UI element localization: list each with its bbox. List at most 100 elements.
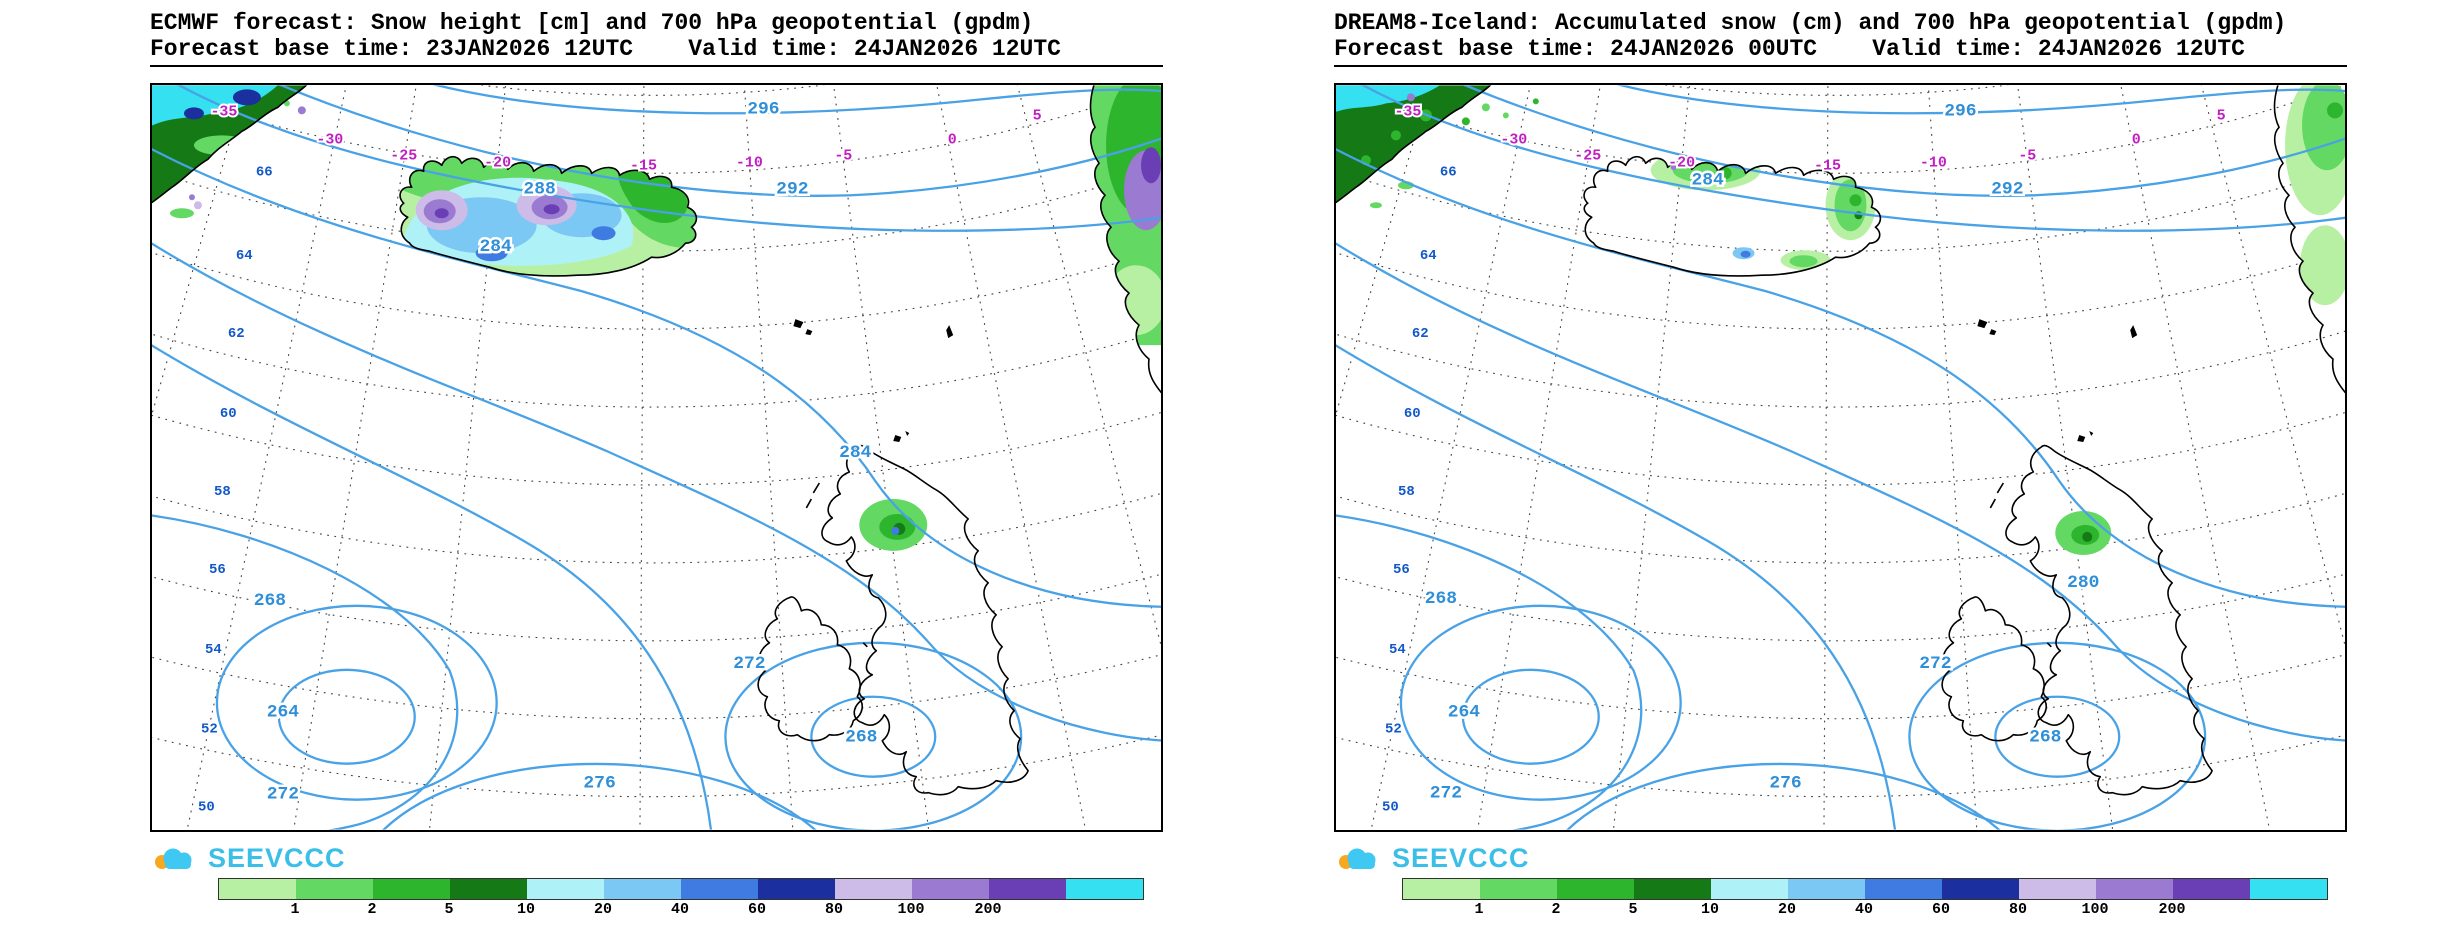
legend-segment bbox=[1557, 879, 1634, 899]
seevccc-logo-text: SEEVCCC bbox=[1392, 842, 1530, 873]
panel-subtitle: Forecast base time: 23JAN2026 12UTC Vali… bbox=[150, 36, 1061, 62]
panel-dream8: DREAM8-Iceland: Accumulated snow (cm) an… bbox=[1334, 10, 2347, 918]
lon-label: -5 bbox=[834, 148, 852, 164]
legend-label: 60 bbox=[1931, 901, 1950, 918]
legend-segment bbox=[373, 879, 450, 899]
lat-label: 64 bbox=[236, 248, 253, 264]
lat-label: 62 bbox=[228, 326, 245, 342]
lat-label: 50 bbox=[198, 800, 215, 816]
contour-label: 272 bbox=[267, 785, 299, 805]
panel-ecmwf: ECMWF forecast: Snow height [cm] and 700… bbox=[150, 10, 1163, 918]
lon-label: 0 bbox=[948, 132, 957, 148]
legend-label: 1 bbox=[1474, 901, 1484, 918]
lat-label: 50 bbox=[1382, 800, 1399, 816]
legend-label: 2 bbox=[1551, 901, 1561, 918]
snow-specks bbox=[169, 100, 306, 219]
seevccc-logo-text: SEEVCCC bbox=[208, 842, 346, 873]
legend-segment bbox=[1865, 879, 1942, 899]
legend-segment bbox=[1066, 879, 1143, 899]
contour-label: 272 bbox=[1919, 654, 1951, 674]
contour-label: 268 bbox=[1425, 589, 1457, 609]
lon-label: -30 bbox=[1500, 132, 1527, 148]
map-svg: 296 292 288 284 284 268 264 272 276 268 … bbox=[152, 85, 1161, 830]
legend-label: 100 bbox=[897, 901, 925, 918]
lon-label: -10 bbox=[736, 155, 763, 171]
lat-label: 66 bbox=[1440, 164, 1457, 180]
contour-label: 292 bbox=[776, 179, 808, 199]
snow-norway bbox=[2285, 85, 2345, 306]
panel-title: DREAM8-Iceland: Accumulated snow (cm) an… bbox=[1334, 10, 2287, 36]
legend-label: 40 bbox=[670, 901, 689, 918]
legend-label: 20 bbox=[593, 901, 612, 918]
panel-subtitle: Forecast base time: 24JAN2026 00UTC Vali… bbox=[1334, 36, 2245, 62]
legend-segment bbox=[1403, 879, 1480, 899]
legend-segment bbox=[527, 879, 604, 899]
longitude-label-layer: -35 -30 -25 -20 -15 -10 -5 0 5 bbox=[208, 102, 1043, 176]
contour-label: 284 bbox=[839, 443, 872, 463]
legend-segment bbox=[758, 879, 835, 899]
lat-label: 66 bbox=[256, 164, 273, 180]
legend-segment bbox=[1788, 879, 1865, 899]
lat-label: 54 bbox=[1389, 642, 1406, 658]
legend-label: 5 bbox=[1628, 901, 1638, 918]
legend-bar bbox=[218, 878, 1144, 900]
contour-label: 292 bbox=[1991, 179, 2023, 199]
contour-label: 276 bbox=[1769, 774, 1801, 794]
legend-segment bbox=[219, 879, 296, 899]
legend-segment bbox=[1942, 879, 2019, 899]
legend-segment bbox=[1480, 879, 1557, 899]
contour-label: 272 bbox=[1430, 784, 1462, 804]
contour-label-layer: 296 292 288 284 284 268 264 272 276 268 … bbox=[251, 97, 880, 807]
latitude-label-layer: 66 64 62 60 58 56 54 52 50 bbox=[1380, 162, 1459, 817]
lon-label: -10 bbox=[1920, 155, 1947, 171]
contour-label: 296 bbox=[1944, 101, 1976, 121]
lon-label: -20 bbox=[1668, 155, 1695, 171]
legend-label: 80 bbox=[2008, 901, 2027, 918]
snow-norway bbox=[1090, 85, 1161, 346]
contour-label: 284 bbox=[479, 237, 512, 257]
logo-row: SEEVCCC bbox=[1334, 840, 2347, 876]
snow-legend: 1 2 5 10 20 40 60 80 100 200 bbox=[218, 878, 1144, 918]
lon-label: 0 bbox=[2132, 132, 2141, 148]
legend-segment bbox=[1634, 879, 1711, 899]
contour-label: 284 bbox=[1691, 170, 1724, 190]
panel-title: ECMWF forecast: Snow height [cm] and 700… bbox=[150, 10, 1034, 36]
lat-label: 52 bbox=[1385, 722, 1402, 738]
legend-segment bbox=[2173, 879, 2250, 899]
seevccc-cloud-icon bbox=[155, 848, 192, 869]
lon-label: 5 bbox=[1033, 108, 1042, 124]
lat-label: 58 bbox=[214, 484, 231, 500]
legend-label: 200 bbox=[2158, 901, 2186, 918]
legend-label: 20 bbox=[1777, 901, 1796, 918]
contour-label: 268 bbox=[2029, 728, 2061, 748]
map-svg: 296 292 284 280 268 264 272 276 268 272 … bbox=[1336, 85, 2345, 830]
snow-specks bbox=[1369, 98, 1539, 209]
seevccc-cloud-icon bbox=[1339, 848, 1376, 869]
lat-label: 56 bbox=[209, 562, 226, 578]
lon-label: -35 bbox=[1394, 104, 1421, 120]
lon-label: -20 bbox=[484, 155, 511, 171]
panel-header: ECMWF forecast: Snow height [cm] and 700… bbox=[150, 10, 1163, 67]
lat-label: 60 bbox=[1404, 406, 1421, 422]
lat-label: 64 bbox=[1420, 248, 1437, 264]
legend-segment bbox=[912, 879, 989, 899]
legend-label: 200 bbox=[974, 901, 1002, 918]
contour-label: 264 bbox=[267, 703, 300, 723]
snow-legend: 1 2 5 10 20 40 60 80 100 200 bbox=[1402, 878, 2328, 918]
lat-label: 52 bbox=[201, 722, 218, 738]
lat-label: 58 bbox=[1398, 484, 1415, 500]
forecast-map: 296 292 288 284 284 268 264 272 276 268 … bbox=[150, 83, 1163, 832]
lon-label: -35 bbox=[210, 104, 237, 120]
legend-segment bbox=[835, 879, 912, 899]
legend-bar bbox=[1402, 878, 2328, 900]
lon-label: -30 bbox=[316, 132, 343, 148]
contour-label-layer: 296 292 284 280 268 264 272 276 268 272 bbox=[1422, 99, 2102, 806]
legend-label: 100 bbox=[2081, 901, 2109, 918]
legend-segment bbox=[681, 879, 758, 899]
legend-label: 5 bbox=[444, 901, 454, 918]
legend-segment bbox=[2019, 879, 2096, 899]
lon-label: 5 bbox=[2217, 108, 2226, 124]
panel-header: DREAM8-Iceland: Accumulated snow (cm) an… bbox=[1334, 10, 2347, 67]
legend-label: 1 bbox=[290, 901, 300, 918]
lon-label: -5 bbox=[2018, 148, 2036, 164]
